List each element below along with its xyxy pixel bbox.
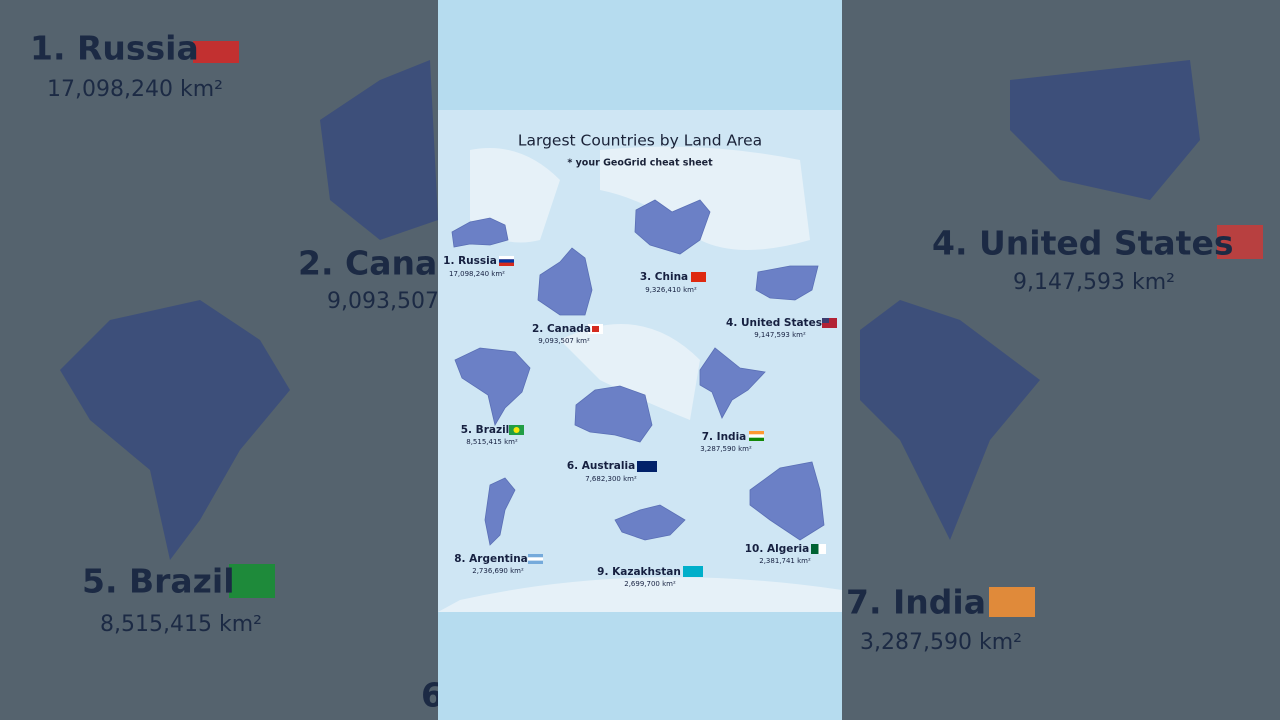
bg-label: 1. Russia [30, 29, 199, 68]
flag [637, 461, 657, 472]
bg-area: 9,147,593 km² [1013, 270, 1175, 295]
flag-stripe [499, 259, 514, 263]
country-label: 3. China [640, 271, 688, 283]
australia-shape [574, 385, 653, 443]
country-label: 8. Argentina [454, 553, 528, 565]
india-shape [699, 347, 766, 419]
country-label: 6. Australia [567, 460, 635, 472]
flag [683, 566, 703, 577]
bg-flag [229, 564, 275, 598]
bg-canada-shape [320, 60, 438, 240]
country-area: 3,287,590 km² [700, 445, 752, 453]
flag-stripe [749, 437, 764, 441]
bg-us-shape [1010, 60, 1200, 200]
china-shape [634, 199, 711, 255]
country-area: 2,699,700 km² [624, 580, 676, 588]
landmass [438, 146, 842, 612]
flag-stripe [749, 431, 764, 435]
country-label: 4. United States [726, 317, 822, 329]
bg-label: 2. Canad [298, 244, 461, 283]
country-label: 5. Brazil [461, 424, 510, 436]
brazil-shape [454, 347, 531, 427]
flag [822, 318, 837, 328]
bg-flag [193, 41, 239, 63]
country-label: 2. Canada [532, 323, 591, 335]
country-area: 9,326,410 km² [645, 286, 697, 294]
bg-area: 8,515,415 km² [100, 612, 262, 637]
bg-area: 9,093,507 [327, 289, 439, 314]
country-area: 2,736,690 km² [472, 567, 524, 575]
country-label: 7. India [702, 431, 747, 443]
bg-area: 3,287,590 km² [860, 630, 1022, 655]
bg-label: 4. United States [932, 224, 1233, 263]
flag [749, 431, 764, 441]
bg-flag [1217, 225, 1263, 259]
flag-leaf [592, 326, 599, 332]
country-area: 9,147,593 km² [754, 331, 806, 339]
bg-label: 7. India [846, 583, 986, 622]
country-label: 10. Algeria [745, 543, 809, 555]
country-area: 2,381,741 km² [759, 557, 811, 565]
bg-area: 17,098,240 km² [47, 77, 223, 102]
flag-canton [822, 318, 829, 323]
bg-india-shape [860, 300, 1040, 540]
country-area: 17,098,240 km² [449, 270, 505, 278]
algeria-shape [749, 461, 825, 541]
bg-brazil-shape [60, 300, 290, 560]
title: Largest Countries by Land Area [518, 132, 762, 150]
country-label: 9. Kazakhstan [597, 566, 681, 578]
country-area: 9,093,507 km² [538, 337, 590, 345]
country-area: 7,682,300 km² [585, 475, 637, 483]
russia-shape [451, 217, 509, 248]
flag-stripe [499, 256, 514, 260]
subtitle: * your GeoGrid cheat sheet [567, 158, 713, 169]
flag-emblem [513, 427, 520, 433]
bg-label: 5. Brazil [82, 562, 235, 601]
country-label: 1. Russia [443, 255, 497, 267]
flag-stripe [528, 557, 543, 561]
bg-flag [989, 587, 1035, 617]
country-area: 8,515,415 km² [466, 438, 518, 446]
canada-shape [537, 247, 593, 316]
argentina-shape [484, 477, 516, 546]
flag [691, 272, 706, 282]
kazakhstan-shape [614, 504, 686, 541]
us-shape [755, 265, 819, 301]
flag-half [811, 544, 819, 554]
